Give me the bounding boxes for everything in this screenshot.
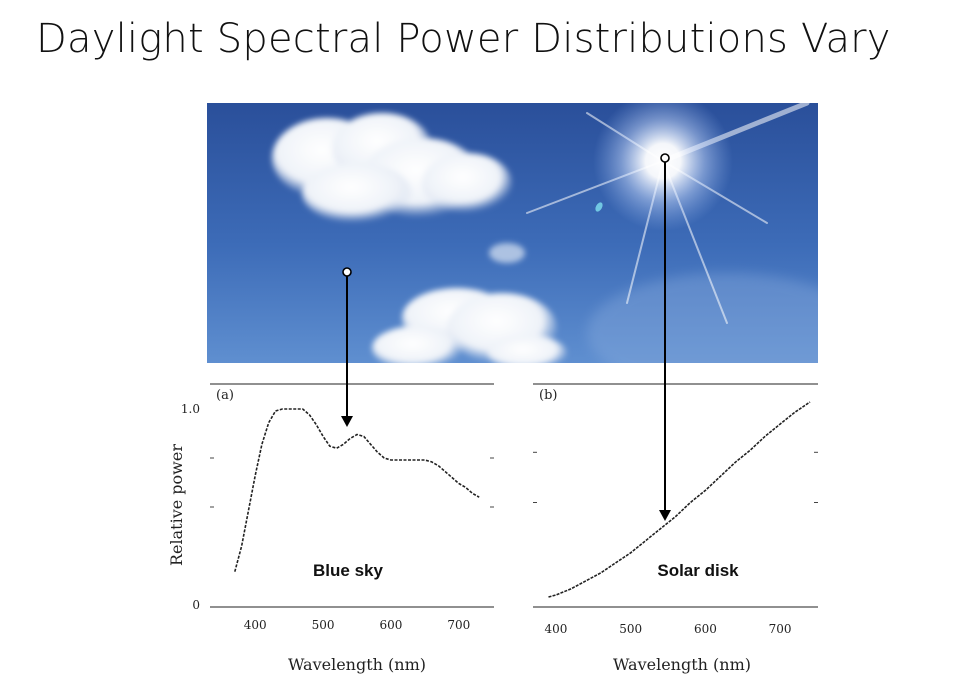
y-tick-label: 1.0 (181, 402, 200, 416)
panel-a-annotation: Blue sky (313, 561, 383, 580)
sky-arrow (341, 267, 353, 427)
x-tick-label: 500 (312, 618, 335, 632)
panel-b-y-ticks (533, 451, 818, 503)
sky-photo-image (207, 103, 818, 363)
panel-b-series-line (548, 401, 811, 598)
panel-b-annotation: Solar disk (657, 561, 739, 580)
panel-a-y-label: Relative power (167, 444, 186, 566)
x-tick-label: 700 (769, 622, 792, 636)
panel-b-x-label: Wavelength (nm) (613, 655, 751, 674)
x-tick-label: 600 (694, 622, 717, 636)
lower-cloud (372, 243, 567, 363)
panel-a-x-label: Wavelength (nm) (288, 655, 426, 674)
sky-photo (207, 103, 818, 363)
x-tick-label: 700 (447, 618, 470, 632)
panel-a-x-ticks: 400 500 600 700 (244, 618, 471, 632)
panel-b: (b) 400 500 600 700 Wavelength (nm) Solar d… (533, 383, 818, 674)
panel-b-x-ticks: 400 500 600 700 (544, 622, 791, 636)
x-tick-label: 400 (244, 618, 267, 632)
y-tick-label: 0 (192, 598, 200, 612)
panel-a: (a) 01.0 400 500 600 700 Relative power Wav… (167, 383, 494, 674)
sun-arrow (659, 153, 671, 521)
slide-title: Daylight Spectral Power Distributions Va… (36, 16, 891, 62)
sun (593, 103, 733, 231)
x-tick-label: 600 (379, 618, 402, 632)
upper-cloud (272, 113, 512, 223)
panel-b-label: (b) (539, 388, 557, 403)
x-tick-label: 500 (619, 622, 642, 636)
panel-a-label: (a) (216, 388, 234, 403)
panel-a-y-ticks: 01.0 (181, 402, 494, 612)
x-tick-label: 400 (544, 622, 567, 636)
panel-a-series-line (234, 408, 480, 572)
